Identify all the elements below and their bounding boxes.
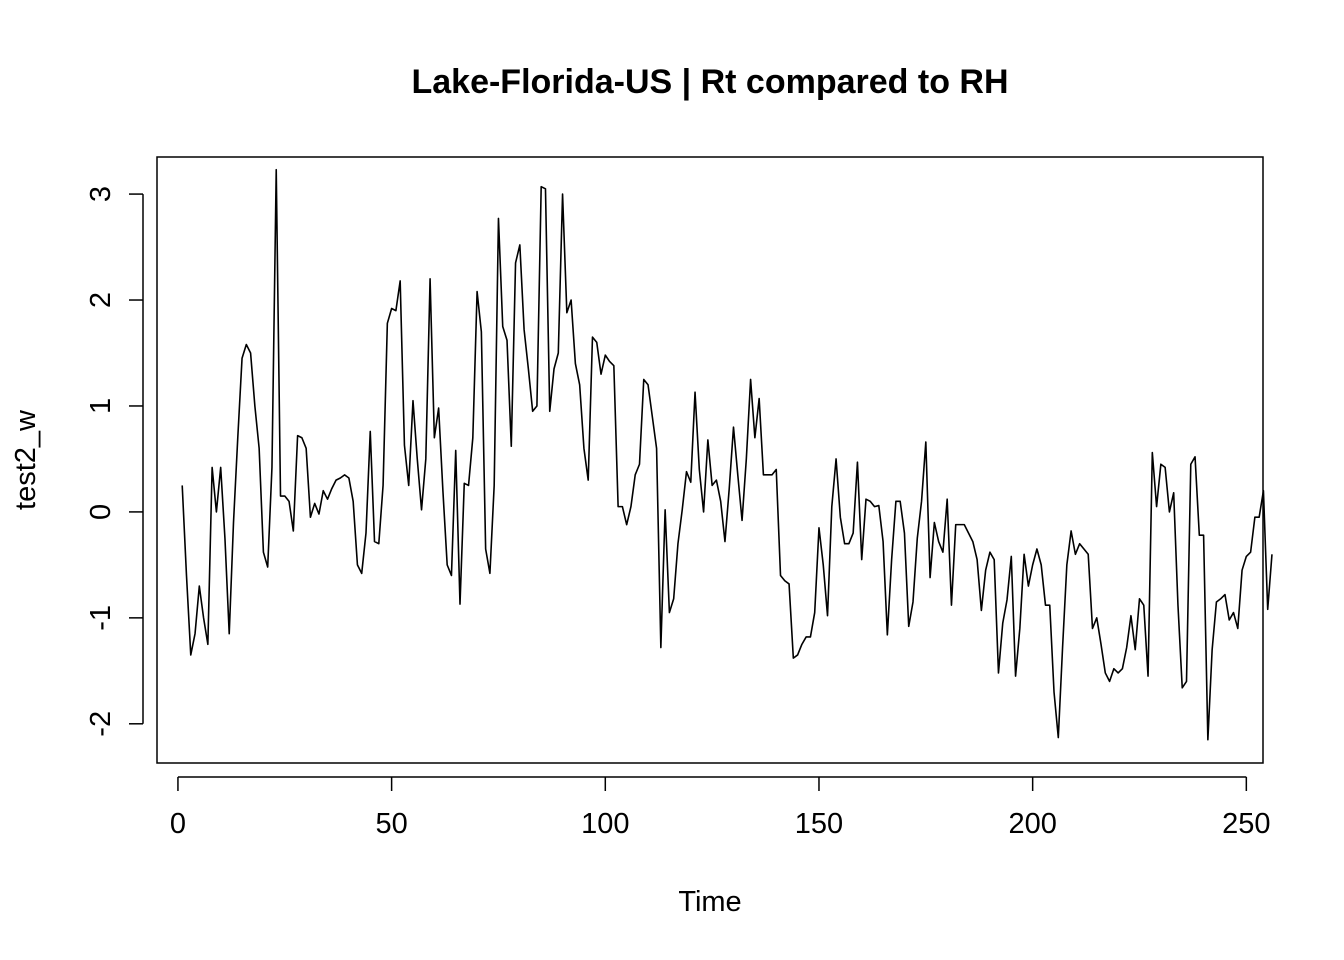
plot-frame [156, 156, 1264, 764]
chart-title: Lake-Florida-US | Rt compared to RH [411, 63, 1008, 101]
x-axis-label: Time [678, 886, 741, 918]
y-tick-label: 3 [85, 186, 117, 202]
y-tick-label: -2 [85, 711, 117, 737]
series-line-0 [181, 168, 1273, 741]
x-axis: 0 50 100 150 200 250 [170, 776, 1271, 840]
x-tick-label: 200 [1008, 808, 1056, 840]
y-tick-label: 0 [85, 504, 117, 520]
y-tick-label: -1 [85, 605, 117, 631]
x-tick-label: 250 [1222, 808, 1270, 840]
y-axis-label: test2_w [10, 409, 42, 510]
y-axis: -2 -1 0 1 2 3 [85, 186, 144, 737]
x-tick-label: 100 [581, 808, 629, 840]
x-tick-label: 0 [170, 808, 186, 840]
y-tick-label: 1 [85, 398, 117, 414]
x-tick-label: 50 [375, 808, 407, 840]
x-tick-label: 150 [795, 808, 843, 840]
series-group [181, 168, 1273, 741]
y-tick-label: 2 [85, 292, 117, 308]
